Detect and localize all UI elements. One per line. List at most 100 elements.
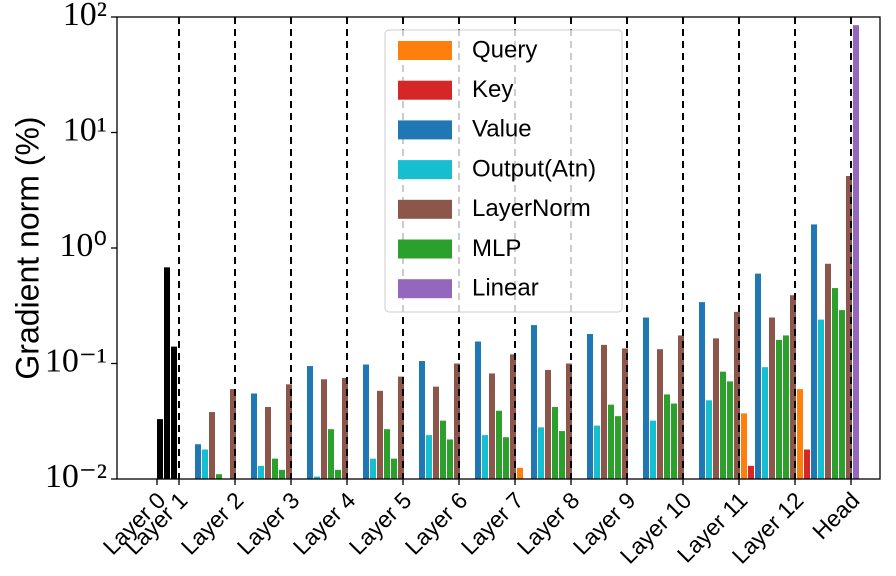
- bar: [391, 458, 397, 479]
- legend-label: Key: [472, 76, 513, 103]
- bar: [839, 310, 845, 479]
- legend-swatch: [398, 160, 452, 180]
- bar: [531, 325, 537, 479]
- bar: [853, 25, 859, 480]
- x-tick-label: Layer 3: [232, 487, 305, 560]
- bar: [216, 474, 222, 479]
- bar: [699, 302, 705, 479]
- bar: [496, 410, 502, 479]
- y-tick-label: 10¹: [63, 111, 107, 148]
- bar: [846, 176, 852, 479]
- bar: [454, 363, 460, 479]
- y-tick-label: 10⁻¹: [45, 342, 107, 379]
- y-axis-label: Gradient norm (%): [9, 116, 45, 379]
- bar: [426, 435, 432, 479]
- bar: [286, 384, 292, 479]
- bar: [447, 439, 453, 479]
- bar: [230, 389, 236, 479]
- bar: [790, 295, 796, 479]
- bar: [272, 458, 278, 479]
- bar: [545, 369, 551, 479]
- legend-swatch: [398, 199, 452, 219]
- bar: [510, 354, 516, 479]
- bar: [279, 469, 285, 479]
- legend-swatch: [398, 239, 452, 259]
- bar: [482, 435, 488, 479]
- bar: [643, 317, 649, 479]
- x-tick-label: Layer 8: [512, 487, 585, 560]
- y-tick-label: 10²: [63, 0, 107, 33]
- bar: [713, 338, 719, 479]
- bar: [825, 263, 831, 479]
- bar: [433, 386, 439, 479]
- bar: [608, 404, 614, 479]
- bar: [164, 267, 170, 479]
- bar: [251, 393, 257, 479]
- bar: [314, 476, 320, 479]
- bar: [622, 348, 628, 479]
- bar: [265, 407, 271, 479]
- bar: [307, 366, 313, 479]
- bar: [797, 389, 803, 479]
- bar: [475, 341, 481, 479]
- bar: [678, 335, 684, 479]
- legend-label: LayerNorm: [472, 195, 591, 222]
- bar: [734, 311, 740, 479]
- bar: [328, 429, 334, 479]
- x-tick-label: Layer 4: [288, 487, 361, 560]
- bar: [377, 390, 383, 479]
- bar: [398, 376, 404, 479]
- bar: [202, 449, 208, 479]
- bar: [650, 420, 656, 479]
- bar: [818, 319, 824, 479]
- bar: [741, 413, 747, 479]
- bar: [566, 363, 572, 479]
- bar: [601, 344, 607, 479]
- bar: [594, 425, 600, 479]
- bar: [727, 381, 733, 479]
- legend-label: Query: [472, 36, 537, 63]
- legend: Query Key Value Output(Atn) LayerNorm MLP Line…: [384, 29, 623, 313]
- y-tick-label: 10⁰: [59, 227, 107, 264]
- bar: [209, 412, 215, 479]
- bar: [538, 427, 544, 479]
- bar: [384, 429, 390, 479]
- bar: [706, 400, 712, 479]
- bar: [503, 437, 509, 479]
- bar: [783, 335, 789, 479]
- bar: [517, 467, 523, 479]
- x-tick-label: Layer 7: [456, 487, 529, 560]
- bar: [720, 371, 726, 479]
- bar: [419, 361, 425, 479]
- bar: [195, 444, 201, 479]
- bar: [321, 379, 327, 479]
- bar: [762, 367, 768, 479]
- legend-label: MLP: [472, 235, 521, 262]
- bar: [832, 288, 838, 479]
- bar: [440, 420, 446, 479]
- bar: [587, 334, 593, 479]
- bar: [748, 465, 754, 479]
- bar: [657, 349, 663, 479]
- bar: [363, 364, 369, 479]
- legend-swatch: [398, 279, 452, 299]
- bar: [157, 419, 163, 479]
- x-tick-label: Head: [807, 487, 864, 544]
- legend-label: Value: [472, 116, 532, 143]
- bar: [671, 403, 677, 479]
- legend-swatch: [398, 41, 452, 60]
- bar: [755, 273, 761, 479]
- x-tick-label: Layer 5: [344, 487, 417, 560]
- bar: [559, 431, 565, 479]
- legend-swatch: [398, 80, 452, 100]
- bar: [370, 458, 376, 479]
- x-tick-label: Layer 2: [176, 487, 249, 560]
- x-tick-label: Layer 6: [400, 487, 473, 560]
- bar: [769, 317, 775, 479]
- bar: [335, 469, 341, 479]
- bar: [489, 373, 495, 479]
- legend-label: Linear: [472, 275, 539, 302]
- bar: [664, 394, 670, 479]
- legend-label: Output(Atn): [472, 155, 596, 182]
- bar: [615, 416, 621, 479]
